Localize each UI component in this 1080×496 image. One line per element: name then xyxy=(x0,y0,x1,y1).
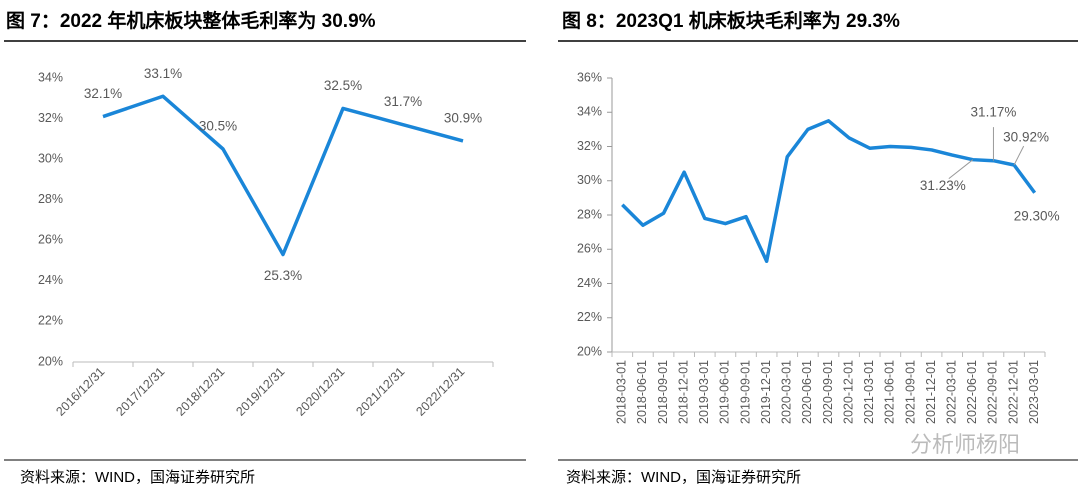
value-label: 30.9% xyxy=(444,110,482,125)
y-tick-label: 26% xyxy=(577,242,602,256)
value-label: 33.1% xyxy=(144,66,182,81)
y-tick-label: 32% xyxy=(38,111,63,125)
value-label: 30.92% xyxy=(1003,130,1049,145)
value-label: 32.1% xyxy=(84,86,122,101)
line xyxy=(102,94,464,257)
y-tick-label: 32% xyxy=(577,139,602,153)
label-pointer xyxy=(948,159,974,179)
value-label: 31.23% xyxy=(920,178,966,193)
x-tick-label: 2018-12-01 xyxy=(676,360,690,424)
y-tick-label: 34% xyxy=(577,105,602,119)
chart-title: 图 8：2023Q1 机床板块毛利率为 29.3% xyxy=(562,9,900,32)
x-tick-label: 2019/12/31 xyxy=(233,365,287,419)
watermark: 分析师杨阳 xyxy=(910,432,1020,457)
x-tick-label: 2022/12/31 xyxy=(413,365,467,419)
x-tick-label: 2020/12/31 xyxy=(293,365,347,419)
y-tick-label: 20% xyxy=(577,344,602,358)
y-tick-label: 28% xyxy=(38,192,63,206)
x-tick-label: 2022-03-01 xyxy=(945,360,959,424)
label-pointer xyxy=(1013,145,1025,166)
x-tick-label: 2018/12/31 xyxy=(173,365,227,419)
x-tick-label: 2019-06-01 xyxy=(718,360,732,424)
value-label: 31.7% xyxy=(384,94,422,109)
chart-title: 图 7：2022 年机床板块整体毛利率为 30.9% xyxy=(6,9,376,32)
x-tick-label: 2021-12-01 xyxy=(924,360,938,424)
x-tick-label: 2022-06-01 xyxy=(965,360,979,424)
x-tick-label: 2018-06-01 xyxy=(635,360,649,424)
y-tick-label: 28% xyxy=(577,207,602,221)
source: 资料来源：WIND，国海证券研究所 xyxy=(566,469,801,486)
x-tick-label: 2021/12/31 xyxy=(353,365,407,419)
value-label: 31.17% xyxy=(971,104,1017,119)
value-label: 32.5% xyxy=(324,78,362,93)
y-tick-label: 22% xyxy=(38,314,63,328)
x-tick-label: 2019-09-01 xyxy=(738,360,752,424)
x-tick-label: 2019-12-01 xyxy=(759,360,773,424)
x-tick-label: 2020-06-01 xyxy=(800,360,814,424)
y-tick-label: 34% xyxy=(38,70,63,84)
x-tick-label: 2021-09-01 xyxy=(903,360,917,424)
x-tick-label: 2022-12-01 xyxy=(1006,360,1020,424)
y-tick-label: 24% xyxy=(577,276,602,290)
x-tick-label: 2020-03-01 xyxy=(780,360,794,424)
x-tick-label: 2021-03-01 xyxy=(862,360,876,424)
y-tick-label: 22% xyxy=(577,310,602,324)
source: 资料来源：WIND，国海证券研究所 xyxy=(20,469,255,486)
x-tick-label: 2023-03-01 xyxy=(1027,360,1041,424)
y-tick-label: 26% xyxy=(38,233,63,247)
x-tick-label: 2019-03-01 xyxy=(697,360,711,424)
x-tick-label: 2018-03-01 xyxy=(615,360,629,424)
line xyxy=(621,119,1037,263)
value-label: 30.5% xyxy=(199,119,237,134)
x-tick-label: 2017/12/31 xyxy=(113,365,167,419)
y-tick-label: 30% xyxy=(577,173,602,187)
x-tick-label: 2016/12/31 xyxy=(53,365,107,419)
y-tick-label: 30% xyxy=(38,151,63,165)
value-label: 25.3% xyxy=(264,268,302,283)
x-tick-label: 2021-06-01 xyxy=(883,360,897,424)
x-tick-label: 2018-09-01 xyxy=(656,360,670,424)
y-tick-label: 36% xyxy=(577,70,602,84)
y-tick-label: 24% xyxy=(38,273,63,287)
x-tick-label: 2022-09-01 xyxy=(986,360,1000,424)
x-tick-label: 2020-09-01 xyxy=(821,360,835,424)
value-label: 29.30% xyxy=(1014,208,1060,223)
x-tick-label: 2020-12-01 xyxy=(841,360,855,424)
y-tick-label: 20% xyxy=(38,354,63,368)
